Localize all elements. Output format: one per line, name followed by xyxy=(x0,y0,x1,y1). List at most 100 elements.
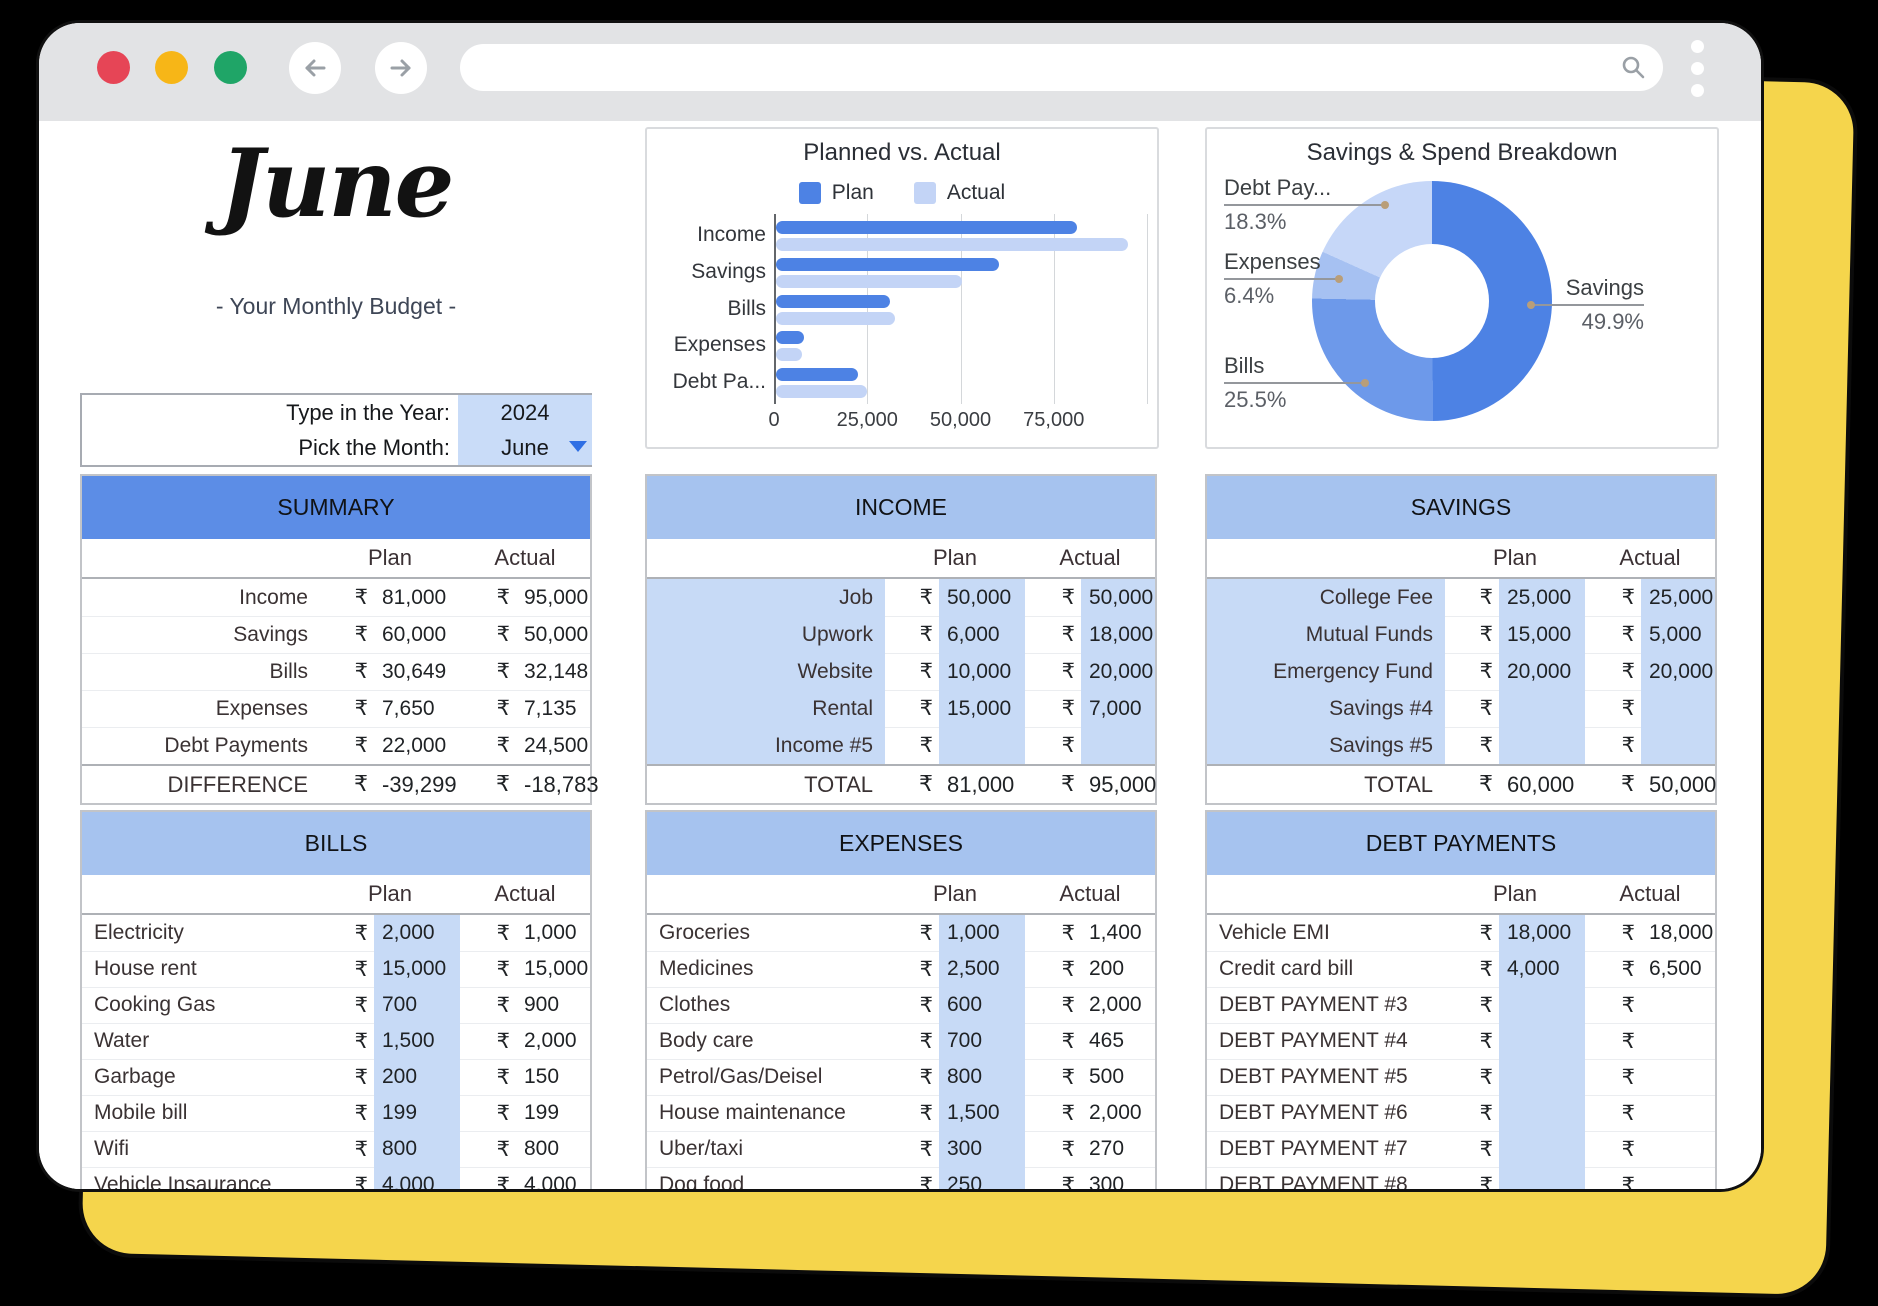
planned-vs-actual-chart[interactable]: Planned vs. Actual Plan Actual Income Sav… xyxy=(645,127,1159,449)
month-select[interactable]: June xyxy=(501,435,549,460)
actual-value[interactable] xyxy=(1641,1059,1715,1096)
plan-value[interactable] xyxy=(1499,987,1585,1024)
row-label[interactable]: Website xyxy=(647,653,885,691)
plan-value[interactable]: 6,000 xyxy=(939,616,1025,654)
plan-value[interactable]: 1,000 xyxy=(939,915,1025,952)
row-label[interactable]: Mobile bill xyxy=(82,1095,320,1132)
row-label[interactable]: DEBT PAYMENT #6 xyxy=(1207,1095,1445,1132)
actual-value[interactable] xyxy=(1641,727,1715,764)
dropdown-arrow-icon[interactable] xyxy=(569,441,587,452)
actual-value[interactable]: 5,000 xyxy=(1641,616,1715,654)
savings-spend-breakdown-chart[interactable]: Savings & Spend Breakdown Debt Pay... 18… xyxy=(1205,127,1719,449)
row-label[interactable]: Expenses xyxy=(82,690,320,728)
row-label[interactable]: DEBT PAYMENT #7 xyxy=(1207,1131,1445,1168)
row-label[interactable]: DEBT PAYMENT #8 xyxy=(1219,1173,1408,1192)
row-label[interactable]: Emergency Fund xyxy=(1207,653,1445,691)
plan-value[interactable] xyxy=(939,727,1025,764)
row-label[interactable]: Cooking Gas xyxy=(82,987,320,1024)
plan-value[interactable]: 4,000 xyxy=(1499,951,1585,988)
plan-value[interactable]: 1,500 xyxy=(939,1095,1025,1132)
plan-value[interactable]: 2,000 xyxy=(374,915,460,952)
row-label[interactable]: DEBT PAYMENT #3 xyxy=(1207,987,1445,1024)
row-label[interactable]: Mutual Funds xyxy=(1207,616,1445,654)
plan-value[interactable]: 2,500 xyxy=(939,951,1025,988)
plan-value[interactable] xyxy=(1499,1095,1585,1132)
plan-value[interactable]: 300 xyxy=(939,1131,1025,1168)
row-label[interactable]: Savings xyxy=(82,616,320,654)
row-label[interactable]: Groceries xyxy=(647,915,885,952)
actual-value[interactable]: 18,000 xyxy=(1081,616,1155,654)
row-label[interactable]: Body care xyxy=(647,1023,885,1060)
row-label[interactable]: Wifi xyxy=(82,1131,320,1168)
plan-value[interactable]: 15,000 xyxy=(1499,616,1585,654)
row-label[interactable]: Job xyxy=(647,579,885,617)
actual-value[interactable]: 500 xyxy=(1081,1059,1155,1096)
plan-value[interactable]: 4,000 xyxy=(374,1167,460,1189)
actual-value[interactable]: 24,500 xyxy=(524,734,589,757)
actual-value[interactable]: 2,000 xyxy=(1081,987,1155,1024)
plan-value[interactable]: 10,000 xyxy=(939,653,1025,691)
actual-total[interactable]: 95,000 xyxy=(1089,772,1157,797)
row-label[interactable]: Savings #4 xyxy=(1207,690,1445,728)
row-label[interactable]: DEBT PAYMENT #5 xyxy=(1207,1059,1445,1096)
plan-value[interactable]: 200 xyxy=(374,1059,460,1096)
row-label[interactable]: Credit card bill xyxy=(1207,951,1445,988)
plan-value[interactable]: 7,650 xyxy=(374,690,460,728)
row-label[interactable]: Upwork xyxy=(647,616,885,654)
row-label[interactable]: Water xyxy=(82,1023,320,1060)
actual-value[interactable]: 18,000 xyxy=(1641,915,1715,952)
actual-value[interactable]: 2,000 xyxy=(516,1023,590,1060)
actual-value[interactable] xyxy=(1641,1167,1715,1189)
actual-value[interactable]: 20,000 xyxy=(1641,653,1715,691)
row-label[interactable]: College Fee xyxy=(1207,579,1445,617)
row-label[interactable]: Vehicle EMI xyxy=(1207,915,1445,952)
actual-value[interactable]: 6,500 xyxy=(1641,951,1715,988)
row-label[interactable]: Bills xyxy=(82,653,320,691)
row-label[interactable]: Rental xyxy=(647,690,885,728)
actual-value[interactable]: 7,000 xyxy=(1081,690,1155,728)
row-label[interactable]: Electricity xyxy=(82,915,320,952)
plan-value[interactable] xyxy=(1499,1023,1585,1060)
row-label[interactable]: Savings #5 xyxy=(1207,727,1445,764)
browser-menu-button[interactable] xyxy=(1689,40,1705,106)
plan-value[interactable]: 20,000 xyxy=(1499,653,1585,691)
plan-total[interactable]: 81,000 xyxy=(947,772,1015,797)
actual-value[interactable]: 32,148 xyxy=(516,653,590,691)
actual-total[interactable]: -18,783 xyxy=(524,772,599,797)
row-label[interactable]: Medicines xyxy=(647,951,885,988)
plan-value[interactable]: 1,500 xyxy=(374,1023,460,1060)
actual-value[interactable] xyxy=(1641,987,1715,1024)
actual-value[interactable]: 15,000 xyxy=(516,951,590,988)
plan-value[interactable]: 25,000 xyxy=(1499,579,1585,617)
actual-value[interactable] xyxy=(1641,1023,1715,1060)
plan-value[interactable]: 30,649 xyxy=(374,653,460,691)
address-bar[interactable] xyxy=(460,44,1663,91)
plan-value[interactable] xyxy=(1499,1131,1585,1168)
row-label[interactable]: Income xyxy=(82,579,320,617)
row-label[interactable]: House maintenance xyxy=(647,1095,885,1132)
actual-value[interactable]: 1,400 xyxy=(1081,915,1155,952)
plan-value[interactable]: 199 xyxy=(374,1095,460,1132)
back-button[interactable] xyxy=(289,42,341,94)
plan-total[interactable]: -39,299 xyxy=(382,772,457,797)
actual-value[interactable]: 150 xyxy=(516,1059,590,1096)
actual-value[interactable]: 7,135 xyxy=(516,690,590,728)
actual-value[interactable]: 95,000 xyxy=(516,579,590,617)
plan-value[interactable]: 800 xyxy=(374,1131,460,1168)
plan-value[interactable] xyxy=(1499,690,1585,728)
plan-value[interactable]: 600 xyxy=(939,987,1025,1024)
plan-value[interactable]: 18,000 xyxy=(1499,915,1585,952)
actual-value[interactable]: 800 xyxy=(516,1131,590,1168)
plan-value[interactable]: 700 xyxy=(939,1023,1025,1060)
row-label[interactable]: Vehicle Insaurance xyxy=(94,1173,272,1192)
search-icon[interactable] xyxy=(1620,54,1647,81)
plan-value[interactable]: 250 xyxy=(939,1167,1025,1189)
actual-value[interactable]: 1,000 xyxy=(516,915,590,952)
actual-value[interactable]: 25,000 xyxy=(1641,579,1715,617)
plan-total[interactable]: 60,000 xyxy=(1507,772,1575,797)
plan-value[interactable]: 15,000 xyxy=(374,951,460,988)
actual-value[interactable] xyxy=(1081,727,1155,764)
actual-value[interactable]: 20,000 xyxy=(1081,653,1155,691)
row-label[interactable]: House rent xyxy=(82,951,320,988)
row-label[interactable]: DEBT PAYMENT #4 xyxy=(1207,1023,1445,1060)
